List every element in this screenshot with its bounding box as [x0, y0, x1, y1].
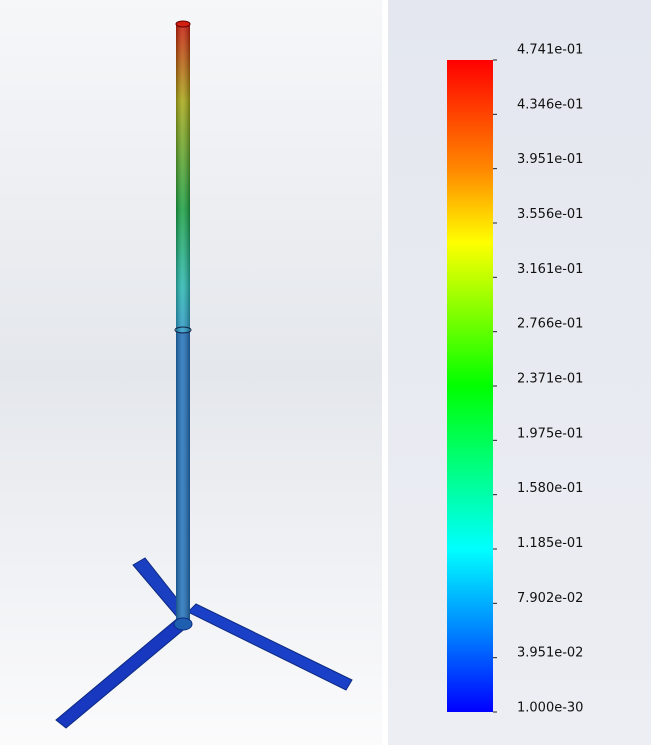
legend-labels: 4.741e-01 4.346e-01 3.951e-01 3.556e-01 3.16…	[493, 43, 583, 716]
legend-label: 3.556e-01	[517, 207, 583, 222]
legend-label: 3.161e-01	[517, 262, 583, 277]
legend-label: 4.346e-01	[517, 97, 583, 112]
legend-label: 7.902e-02	[517, 591, 583, 606]
legend-panel	[388, 0, 651, 745]
model-view	[0, 0, 382, 745]
legend-label: 1.580e-01	[517, 481, 583, 496]
legend-label: 1.000e-30	[517, 701, 583, 716]
legend-label: 4.741e-01	[517, 43, 583, 58]
legend-label: 3.951e-02	[517, 646, 583, 661]
legend-label: 1.185e-01	[517, 536, 583, 551]
legend-label: 1.975e-01	[517, 426, 583, 441]
model	[55, 20, 353, 729]
legend-label: 2.766e-01	[517, 317, 583, 332]
legend-label: 3.951e-01	[517, 152, 583, 167]
legend-label: 2.371e-01	[517, 372, 583, 387]
color-bar	[447, 60, 493, 712]
